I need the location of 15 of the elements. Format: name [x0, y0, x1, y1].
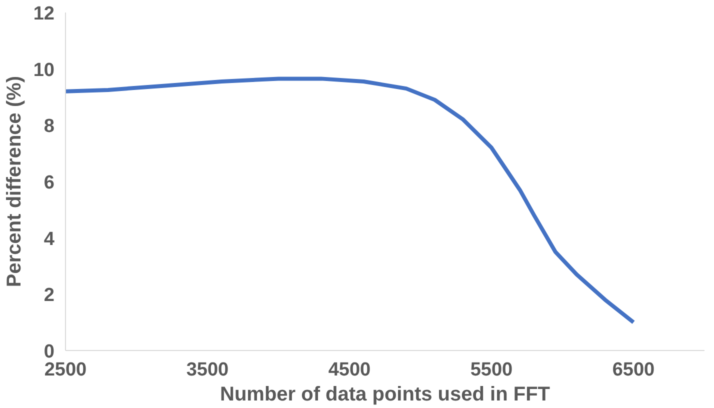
- y-axis-title: Percent difference (%): [3, 76, 26, 288]
- y-tick-label: 8: [44, 116, 55, 138]
- y-tick-label: 10: [33, 60, 55, 81]
- y-tick-label: 0: [44, 342, 55, 362]
- x-axis-title: Number of data points used in FFT: [220, 384, 550, 406]
- x-tick-label: 3500: [186, 360, 229, 380]
- y-tick-label: 4: [44, 228, 55, 250]
- y-tick-label: 6: [44, 172, 55, 194]
- y-tick-label: 12: [33, 4, 55, 24]
- x-tick-label: 6500: [612, 360, 655, 380]
- x-tick-label: 2500: [44, 360, 87, 380]
- x-tick-label: 5500: [470, 360, 513, 380]
- line-series: [66, 76, 636, 324]
- y-tick-label: 2: [44, 285, 55, 306]
- x-tick-label: 4500: [328, 360, 371, 380]
